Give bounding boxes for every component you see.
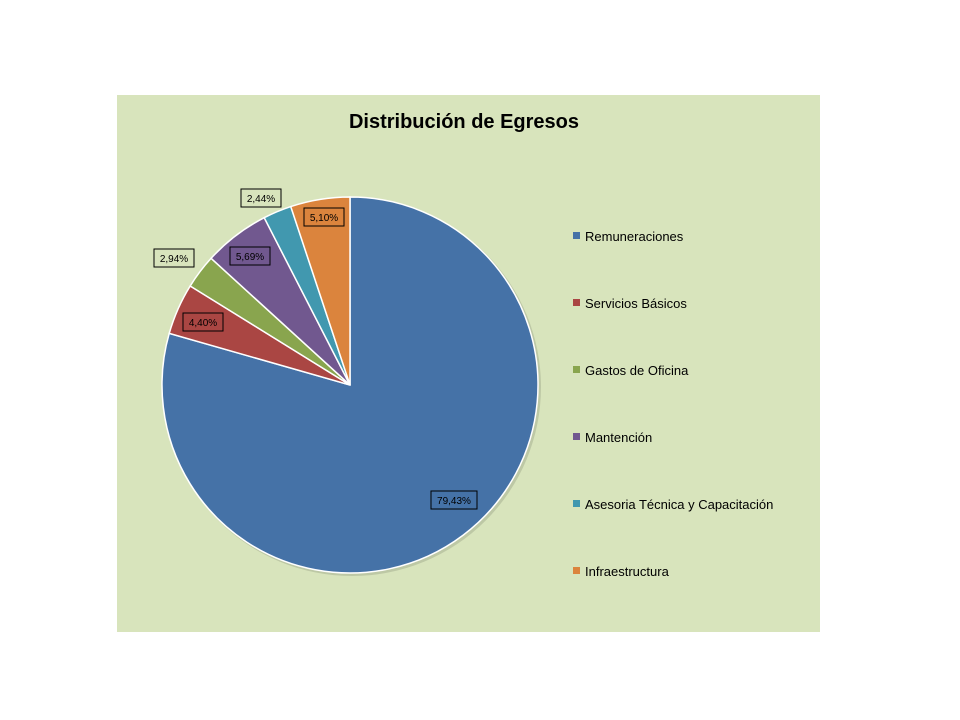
legend-swatch-1 xyxy=(573,299,580,306)
data-label-box-3 xyxy=(229,246,271,266)
data-label-box-2 xyxy=(153,248,195,268)
data-label-box-1 xyxy=(182,312,224,332)
legend-label-4: Asesoria Técnica y Capacitación xyxy=(585,497,773,512)
data-label-text-2: 2,94% xyxy=(160,254,188,265)
legend-swatch-5 xyxy=(573,567,580,574)
legend-label-0: Remuneraciones xyxy=(585,229,684,244)
pie-slice-5 xyxy=(289,196,351,386)
data-label-0: 79,43% xyxy=(430,490,478,510)
legend-swatch-4 xyxy=(573,500,580,507)
legend-label-5: Infraestructura xyxy=(585,564,670,579)
legend-label-3: Mantención xyxy=(585,430,652,445)
legend-swatch-2 xyxy=(573,366,580,373)
data-label-box-4 xyxy=(240,188,282,208)
data-label-1: 4,40% xyxy=(182,312,224,332)
data-label-box-0 xyxy=(430,490,478,510)
legend-item-4: Asesoria Técnica y Capacitación xyxy=(573,497,773,512)
data-label-text-0: 79,43% xyxy=(437,496,471,507)
legend-label-2: Gastos de Oficina xyxy=(585,363,689,378)
legend-item-2: Gastos de Oficina xyxy=(573,363,689,378)
data-label-4: 2,44% xyxy=(240,188,282,208)
chart-area: Distribución de Egresos 79,43% 4,40% 2,94%… xyxy=(117,95,820,632)
legend-label-1: Servicios Básicos xyxy=(585,296,687,311)
data-label-5: 5,10% xyxy=(303,207,345,227)
data-label-text-1: 4,40% xyxy=(189,318,217,329)
data-label-2: 2,94% xyxy=(153,248,195,268)
data-label-text-4: 2,44% xyxy=(247,194,275,205)
legend-swatch-0 xyxy=(573,232,580,239)
data-label-box-5 xyxy=(303,207,345,227)
data-label-text-3: 5,69% xyxy=(236,252,264,263)
legend-swatch-3 xyxy=(573,433,580,440)
legend: Remuneraciones Servicios Básicos Gastos de… xyxy=(573,229,773,579)
legend-item-0: Remuneraciones xyxy=(573,229,684,244)
data-label-3: 5,69% xyxy=(229,246,271,266)
legend-item-1: Servicios Básicos xyxy=(573,296,687,311)
chart-title: Distribución de Egresos xyxy=(349,111,579,133)
data-labels: 79,43% 4,40% 2,94% 5,69% 2,44% 5,10% xyxy=(153,188,478,510)
pie-slices xyxy=(161,196,541,576)
legend-item-5: Infraestructura xyxy=(573,564,670,579)
data-label-text-5: 5,10% xyxy=(310,213,338,224)
pie-chart: Distribución de Egresos 79,43% 4,40% 2,94%… xyxy=(153,111,773,579)
legend-item-3: Mantención xyxy=(573,430,652,445)
